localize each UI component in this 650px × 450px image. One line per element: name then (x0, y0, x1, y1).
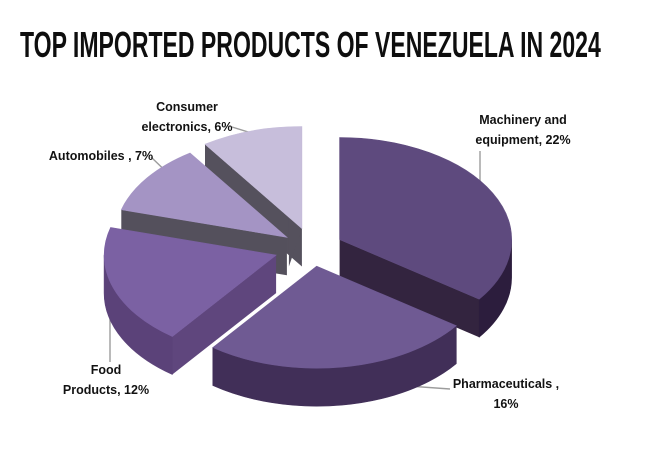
slice-label-line: Automobiles , 7% (48, 149, 154, 163)
chart-title: TOP IMPORTED PRODUCTS OF VENEZUELA IN 20… (20, 24, 601, 65)
slice-label-line: 16% (493, 397, 519, 411)
slice-label-pharmaceuticals: Pharmaceuticals , 16% (396, 374, 616, 414)
slice-label-line: Food (90, 363, 122, 377)
pie-slice-cut-food-products (172, 255, 277, 375)
pie-slice-consumer-electronics[interactable] (204, 126, 303, 230)
pie-slice-machinery-and-equipment[interactable] (339, 137, 512, 300)
slice-label-automobiles: Automobiles , 7% (0, 146, 211, 166)
pie-slice-automobiles[interactable] (120, 152, 288, 238)
pie-slice-cut-machinery-and-equipment (339, 239, 480, 338)
slice-label-line: equipment, 22% (475, 133, 571, 147)
slice-label-line: Products, 12% (62, 383, 150, 397)
pie-slice-group-pharmaceuticals (212, 265, 457, 407)
pie-slice-pharmaceuticals[interactable] (212, 265, 457, 369)
pie-slice-group-food-products (103, 227, 277, 375)
slice-label-food-products: Food Products, 12% (0, 360, 216, 400)
pie-slice-food-products[interactable] (103, 227, 277, 337)
slice-label-line: Pharmaceuticals , (452, 377, 560, 391)
slice-label-line: electronics, 6% (141, 120, 233, 134)
slice-label-line: Machinery and (479, 113, 567, 127)
slice-label-machinery-and-equipment: Machinery and equipment, 22% (413, 110, 633, 150)
slice-label-line: Consumer (156, 100, 218, 114)
slice-label-consumer-electronics: Consumer electronics, 6% (77, 97, 297, 137)
pie-slice-group-machinery-and-equipment (339, 137, 512, 338)
